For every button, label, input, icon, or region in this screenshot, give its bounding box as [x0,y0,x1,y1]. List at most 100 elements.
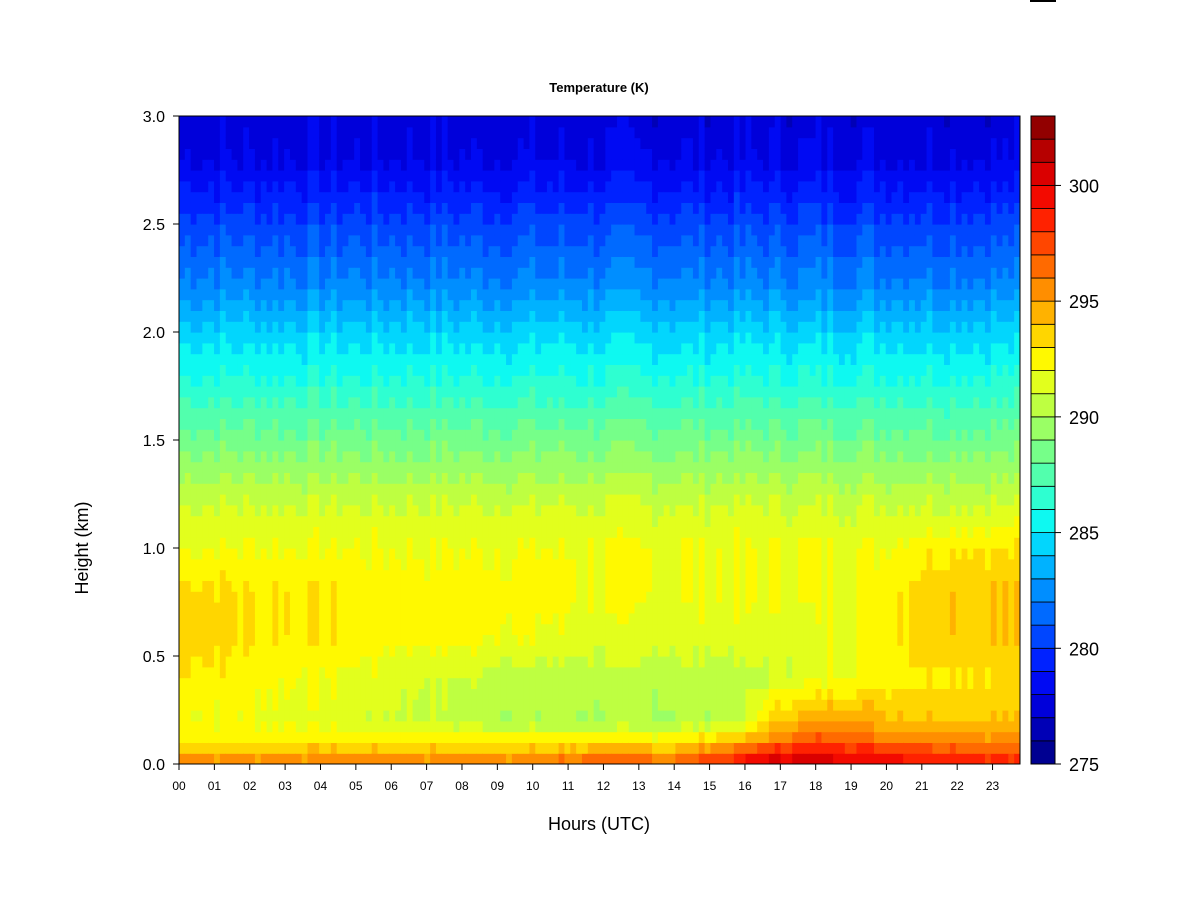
heatmap-cell [482,288,490,301]
heatmap-cell [611,234,618,247]
heatmap-cell [231,548,238,560]
heatmap-cell [546,666,554,679]
heatmap-cell [383,612,390,625]
heatmap-cell [284,623,291,635]
heatmap-cell [558,170,566,182]
heatmap-cell [622,159,630,171]
heatmap-cell [184,116,192,128]
heatmap-cell [243,537,250,549]
heatmap-cell [400,440,408,452]
heatmap-cell [552,634,560,646]
heatmap-cell [506,580,513,592]
heatmap-cell [254,418,262,430]
heatmap-cell [471,515,478,527]
heatmap-cell [418,278,425,290]
heatmap-cell [622,483,630,495]
heatmap-cell [617,170,624,182]
heatmap-cell [476,321,484,333]
heatmap-cell [541,710,548,722]
heatmap-cell [476,267,484,279]
heatmap-cell [517,321,525,333]
heatmap-cell [634,288,641,301]
heatmap-cell [511,461,519,473]
heatmap-cell [465,396,472,409]
heatmap-cell [587,342,595,355]
heatmap-cell [471,612,478,625]
heatmap-cell [535,450,542,463]
heatmap-cell [628,321,636,333]
heatmap-cell [208,450,215,463]
heatmap-cell [383,440,390,452]
heatmap-cell [243,710,250,722]
heatmap-cell [628,504,636,517]
heatmap-cell [377,170,385,182]
heatmap-cell [325,742,332,754]
heatmap-cell [412,126,420,139]
heatmap-cell [371,666,379,679]
heatmap-cell [254,440,262,452]
heatmap-cell [360,612,367,625]
heatmap-cell [628,494,636,506]
heatmap-cell [196,288,203,301]
heatmap-cell [634,656,641,668]
heatmap-cell [202,504,209,517]
heatmap-cell [319,677,326,689]
heatmap-cell [389,353,396,365]
heatmap-cell [237,494,244,506]
heatmap-cell [266,526,274,538]
heatmap-cell [640,537,647,549]
heatmap-cell [488,267,495,279]
heatmap-cell [447,364,455,376]
heatmap-cell [307,537,314,549]
heatmap-cell [430,418,437,430]
heatmap-cell [325,148,332,160]
heatmap-cell [319,450,326,463]
heatmap-cell [517,666,525,679]
heatmap-cell [465,656,472,668]
heatmap-cell [471,440,478,452]
heatmap-cell [441,515,449,527]
heatmap-cell [202,494,209,506]
heatmap-cell [476,742,484,754]
heatmap-cell [488,396,495,409]
heatmap-cell [243,461,250,473]
heatmap-cell [295,224,303,236]
heatmap-cell [249,375,256,387]
heatmap-cell [494,537,501,549]
heatmap-cell [576,537,583,549]
heatmap-cell [646,472,653,484]
heatmap-cell [564,148,571,160]
heatmap-cell [646,159,653,171]
heatmap-cell [488,569,495,581]
heatmap-cell [184,720,192,733]
heatmap-cell [471,148,478,160]
heatmap-cell [301,256,309,268]
heatmap-cell [371,580,379,592]
heatmap-cell [652,224,659,236]
heatmap-cell [570,688,577,700]
heatmap-cell [272,666,279,679]
heatmap-cell [488,515,495,527]
heatmap-cell [459,180,466,193]
heatmap-cell [476,126,484,139]
heatmap-cell [418,418,425,430]
heatmap-cell [488,180,495,193]
heatmap-cell [511,612,519,625]
heatmap-cell [225,213,233,225]
heatmap-cell [289,126,297,139]
heatmap-cell [184,137,192,149]
heatmap-cell [506,429,513,441]
heatmap-cell [546,180,554,193]
heatmap-cell [430,224,437,236]
heatmap-cell [301,645,309,657]
heatmap-cell [249,310,256,322]
heatmap-cell [400,418,408,430]
heatmap-cell [581,591,589,603]
heatmap-cell [266,483,274,495]
heatmap-cell [622,224,630,236]
heatmap-cell [348,634,355,646]
heatmap-cell [459,321,466,333]
heatmap-cell [634,688,641,700]
heatmap-cell [617,461,624,473]
heatmap-cell [377,656,385,668]
